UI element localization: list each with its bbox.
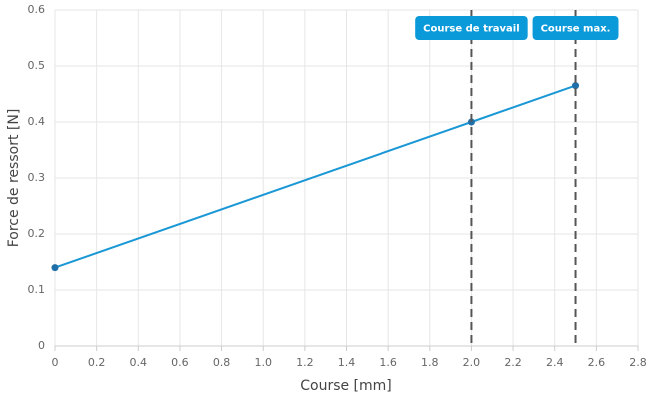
x-tick-label: 2.6 [588,356,606,369]
x-tick-label: 0.8 [213,356,231,369]
x-tick-label: 1.0 [254,356,272,369]
y-tick-label: 0.5 [28,59,46,72]
y-tick-label: 0.2 [28,227,46,240]
x-tick-label: 1.6 [379,356,397,369]
x-tick-label: 0.6 [171,356,189,369]
annotation-label: Course max. [532,16,619,40]
annotation-label: Course de travail [415,16,528,40]
x-tick-label: 2.2 [504,356,522,369]
y-axis-label: Force de ressort [N] [6,109,22,248]
x-tick-label: 2.8 [629,356,647,369]
annotation-text: Course de travail [423,24,519,35]
x-axis-label: Course [mm] [300,378,392,394]
x-tick-label: 1.8 [421,356,439,369]
x-tick-label: 2.0 [463,356,481,369]
point [572,82,580,90]
x-tick-label: 0.4 [130,356,148,369]
annotation-box [532,16,619,40]
line [54,84,576,269]
x-tick-label: 1.2 [296,356,314,369]
point [51,264,59,272]
x-tick-label: 2.4 [546,356,564,369]
y-tick-label: 0.4 [28,115,46,128]
x-tick-label: 0.2 [88,356,106,369]
y-tick-label: 0.3 [28,171,46,184]
x-tick-label: 1.4 [338,356,356,369]
annotation-box [415,16,528,40]
annotation-text: Course max. [541,24,611,35]
x-tick-label: 0 [52,356,59,369]
y-tick-label: 0 [38,339,45,352]
y-tick-label: 0.6 [28,3,46,16]
y-tick-label: 0.1 [28,283,46,296]
